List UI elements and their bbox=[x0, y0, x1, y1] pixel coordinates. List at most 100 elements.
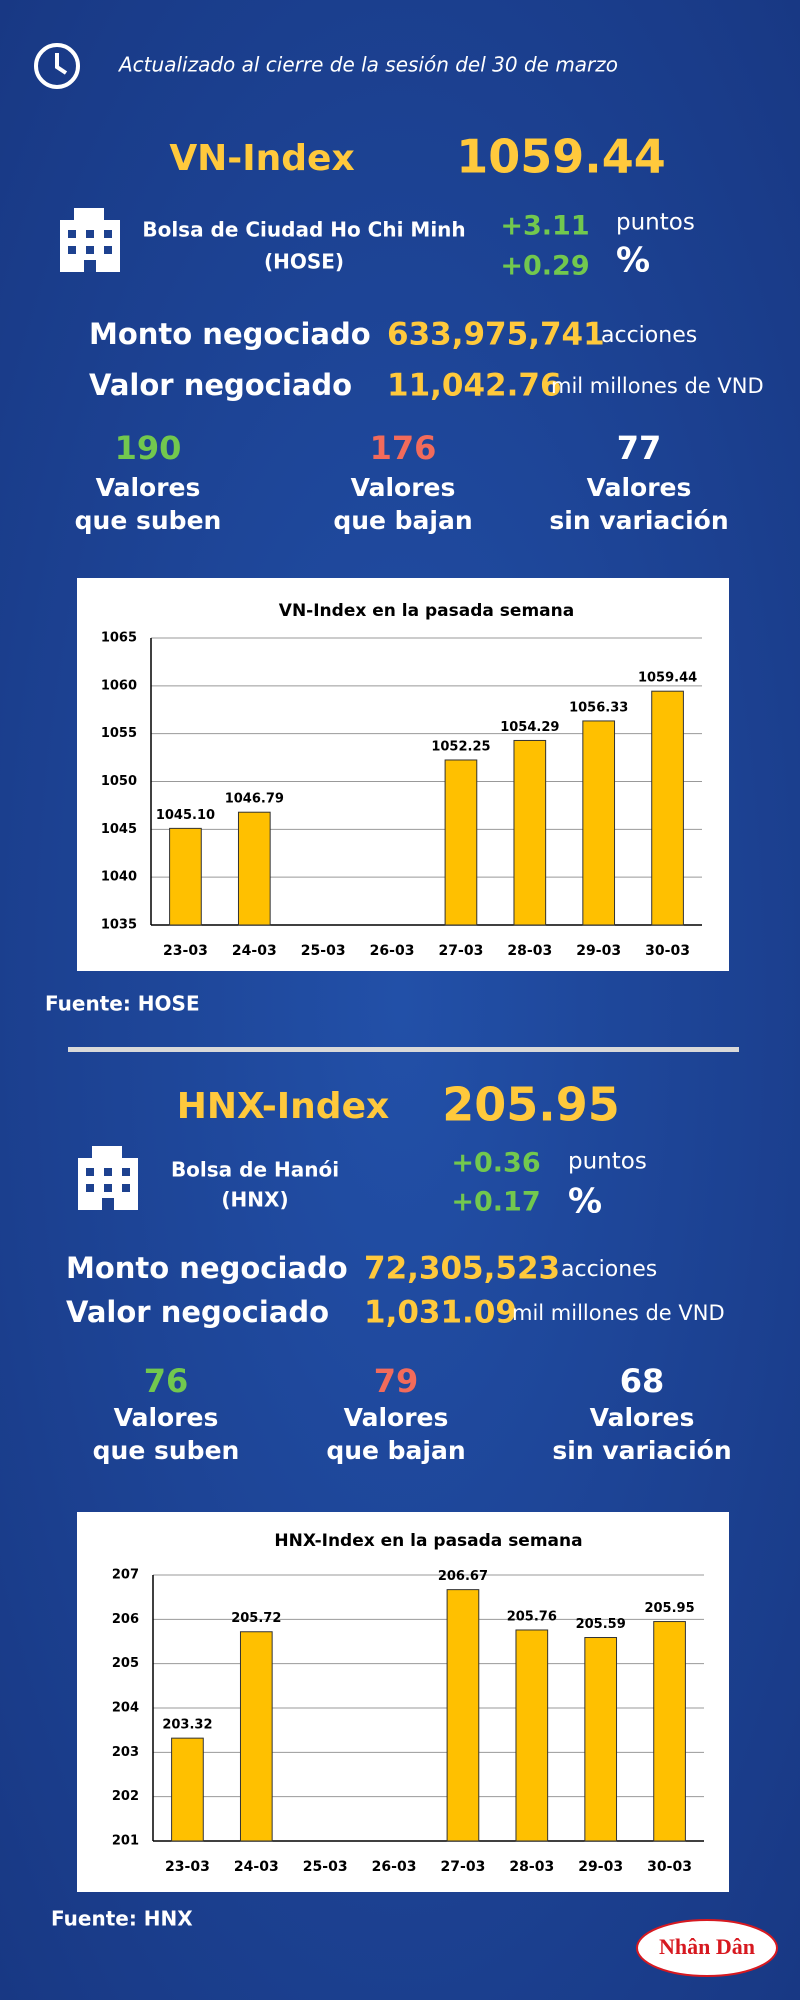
divider bbox=[68, 1047, 739, 1052]
index-value: 205.95 bbox=[442, 1078, 620, 1132]
value-label: 1046.79 bbox=[225, 792, 284, 807]
value-label: 1052.25 bbox=[431, 739, 490, 754]
bar bbox=[239, 1631, 273, 1842]
clock-icon bbox=[34, 43, 80, 89]
y-tick-label: 1040 bbox=[101, 870, 137, 885]
chart-title: HNX-Index en la pasada semana bbox=[274, 1531, 582, 1551]
y-tick-label: 1060 bbox=[101, 678, 137, 693]
y-tick-label: 1045 bbox=[101, 822, 137, 837]
value-unit: mil millones de VND bbox=[551, 374, 764, 398]
exchange-name: Bolsa de Hanói bbox=[171, 1158, 339, 1182]
stat-count: 77 bbox=[617, 429, 662, 467]
y-tick-label: 1065 bbox=[101, 631, 137, 646]
volume-label: Monto negociado bbox=[66, 1251, 348, 1285]
x-tick-label: 24-03 bbox=[232, 943, 277, 959]
source: Fuente: HOSE bbox=[45, 992, 200, 1016]
building-icon bbox=[60, 208, 120, 272]
index-name: HNX-Index bbox=[177, 1086, 389, 1127]
value: 1,031.09 bbox=[364, 1295, 517, 1331]
x-tick-label: 26-03 bbox=[370, 943, 415, 959]
x-tick-label: 28-03 bbox=[507, 943, 552, 959]
value-label: 203.32 bbox=[162, 1718, 212, 1733]
index-value: 1059.44 bbox=[456, 130, 666, 184]
x-tick-label: 24-03 bbox=[234, 1859, 279, 1875]
stat-count: 76 bbox=[144, 1362, 189, 1400]
bar bbox=[237, 811, 271, 926]
x-tick-label: 27-03 bbox=[439, 943, 484, 959]
value-label: Valor negociado bbox=[66, 1295, 329, 1329]
stat-label: Valores bbox=[587, 473, 692, 502]
change-points: +3.11 bbox=[500, 211, 589, 242]
y-tick-label: 1055 bbox=[101, 726, 137, 741]
stat-label: Valores bbox=[590, 1403, 695, 1432]
volume: 633,975,741 bbox=[387, 317, 605, 353]
update-text: Actualizado al cierre de la sesión del 3… bbox=[117, 53, 618, 77]
x-tick-label: 29-03 bbox=[576, 943, 621, 959]
x-tick-label: 30-03 bbox=[645, 943, 690, 959]
index-name: VN-Index bbox=[169, 138, 354, 179]
bar bbox=[651, 690, 684, 926]
value-label: 205.76 bbox=[507, 1609, 557, 1624]
exchange-code: (HOSE) bbox=[264, 250, 344, 274]
stat-label: que bajan bbox=[326, 1436, 465, 1465]
points-unit: puntos bbox=[568, 1149, 647, 1175]
stat-label: que suben bbox=[75, 506, 222, 535]
y-tick-label: 206 bbox=[112, 1612, 139, 1627]
change-points: +0.36 bbox=[451, 1148, 540, 1179]
value-unit: mil millones de VND bbox=[512, 1301, 725, 1325]
stat-label: Valores bbox=[114, 1403, 219, 1432]
y-tick-label: 201 bbox=[112, 1834, 139, 1849]
bar bbox=[171, 1737, 204, 1842]
stat-count: 190 bbox=[115, 429, 182, 467]
value: 11,042.76 bbox=[387, 368, 562, 404]
value-label: 205.59 bbox=[576, 1617, 626, 1632]
value-label: 206.67 bbox=[438, 1569, 488, 1584]
exchange-name: Bolsa de Ciudad Ho Chi Minh bbox=[142, 218, 465, 242]
bar bbox=[169, 827, 202, 926]
chart-title: VN-Index en la pasada semana bbox=[279, 601, 574, 621]
bar bbox=[515, 1629, 549, 1842]
stat-count: 79 bbox=[374, 1362, 419, 1400]
stat-label: Valores bbox=[96, 473, 201, 502]
percent-unit: % bbox=[568, 1182, 602, 1222]
y-tick-label: 207 bbox=[112, 1568, 139, 1583]
value-label: 1059.44 bbox=[638, 671, 697, 686]
volume-unit: acciones bbox=[561, 1257, 657, 1282]
logo: Nhân Dân bbox=[659, 1934, 755, 1959]
stat-count: 176 bbox=[370, 429, 437, 467]
bar bbox=[446, 1589, 480, 1842]
value-label: 1045.10 bbox=[156, 808, 215, 823]
x-tick-label: 28-03 bbox=[509, 1859, 554, 1875]
stat-label: que bajan bbox=[333, 506, 472, 535]
change-percent: +0.29 bbox=[500, 251, 589, 282]
value-label: Valor negociado bbox=[89, 368, 352, 402]
x-tick-label: 30-03 bbox=[647, 1859, 692, 1875]
points-unit: puntos bbox=[616, 210, 695, 236]
logo-badge bbox=[636, 1919, 778, 1977]
volume-unit: acciones bbox=[601, 323, 697, 348]
bar bbox=[444, 759, 478, 926]
stat-count: 68 bbox=[620, 1362, 665, 1400]
percent-unit: % bbox=[616, 241, 650, 281]
x-tick-label: 29-03 bbox=[578, 1859, 623, 1875]
y-tick-label: 203 bbox=[112, 1745, 139, 1760]
bar bbox=[584, 1637, 618, 1842]
stat-label: que suben bbox=[93, 1436, 240, 1465]
value-label: 1056.33 bbox=[569, 700, 628, 715]
value-label: 1054.29 bbox=[500, 720, 559, 735]
x-tick-label: 25-03 bbox=[303, 1859, 348, 1875]
y-tick-label: 202 bbox=[112, 1789, 139, 1804]
y-tick-label: 205 bbox=[112, 1656, 139, 1671]
bar bbox=[653, 1621, 686, 1842]
building-icon bbox=[78, 1146, 138, 1210]
exchange-code: (HNX) bbox=[221, 1188, 288, 1212]
value-label: 205.95 bbox=[644, 1601, 694, 1616]
y-tick-label: 1035 bbox=[101, 918, 137, 933]
value-label: 205.72 bbox=[231, 1611, 281, 1626]
x-tick-label: 26-03 bbox=[372, 1859, 417, 1875]
y-tick-label: 204 bbox=[112, 1701, 139, 1716]
change-percent: +0.17 bbox=[451, 1187, 540, 1218]
x-tick-label: 23-03 bbox=[163, 943, 208, 959]
volume-label: Monto negociado bbox=[89, 317, 371, 351]
